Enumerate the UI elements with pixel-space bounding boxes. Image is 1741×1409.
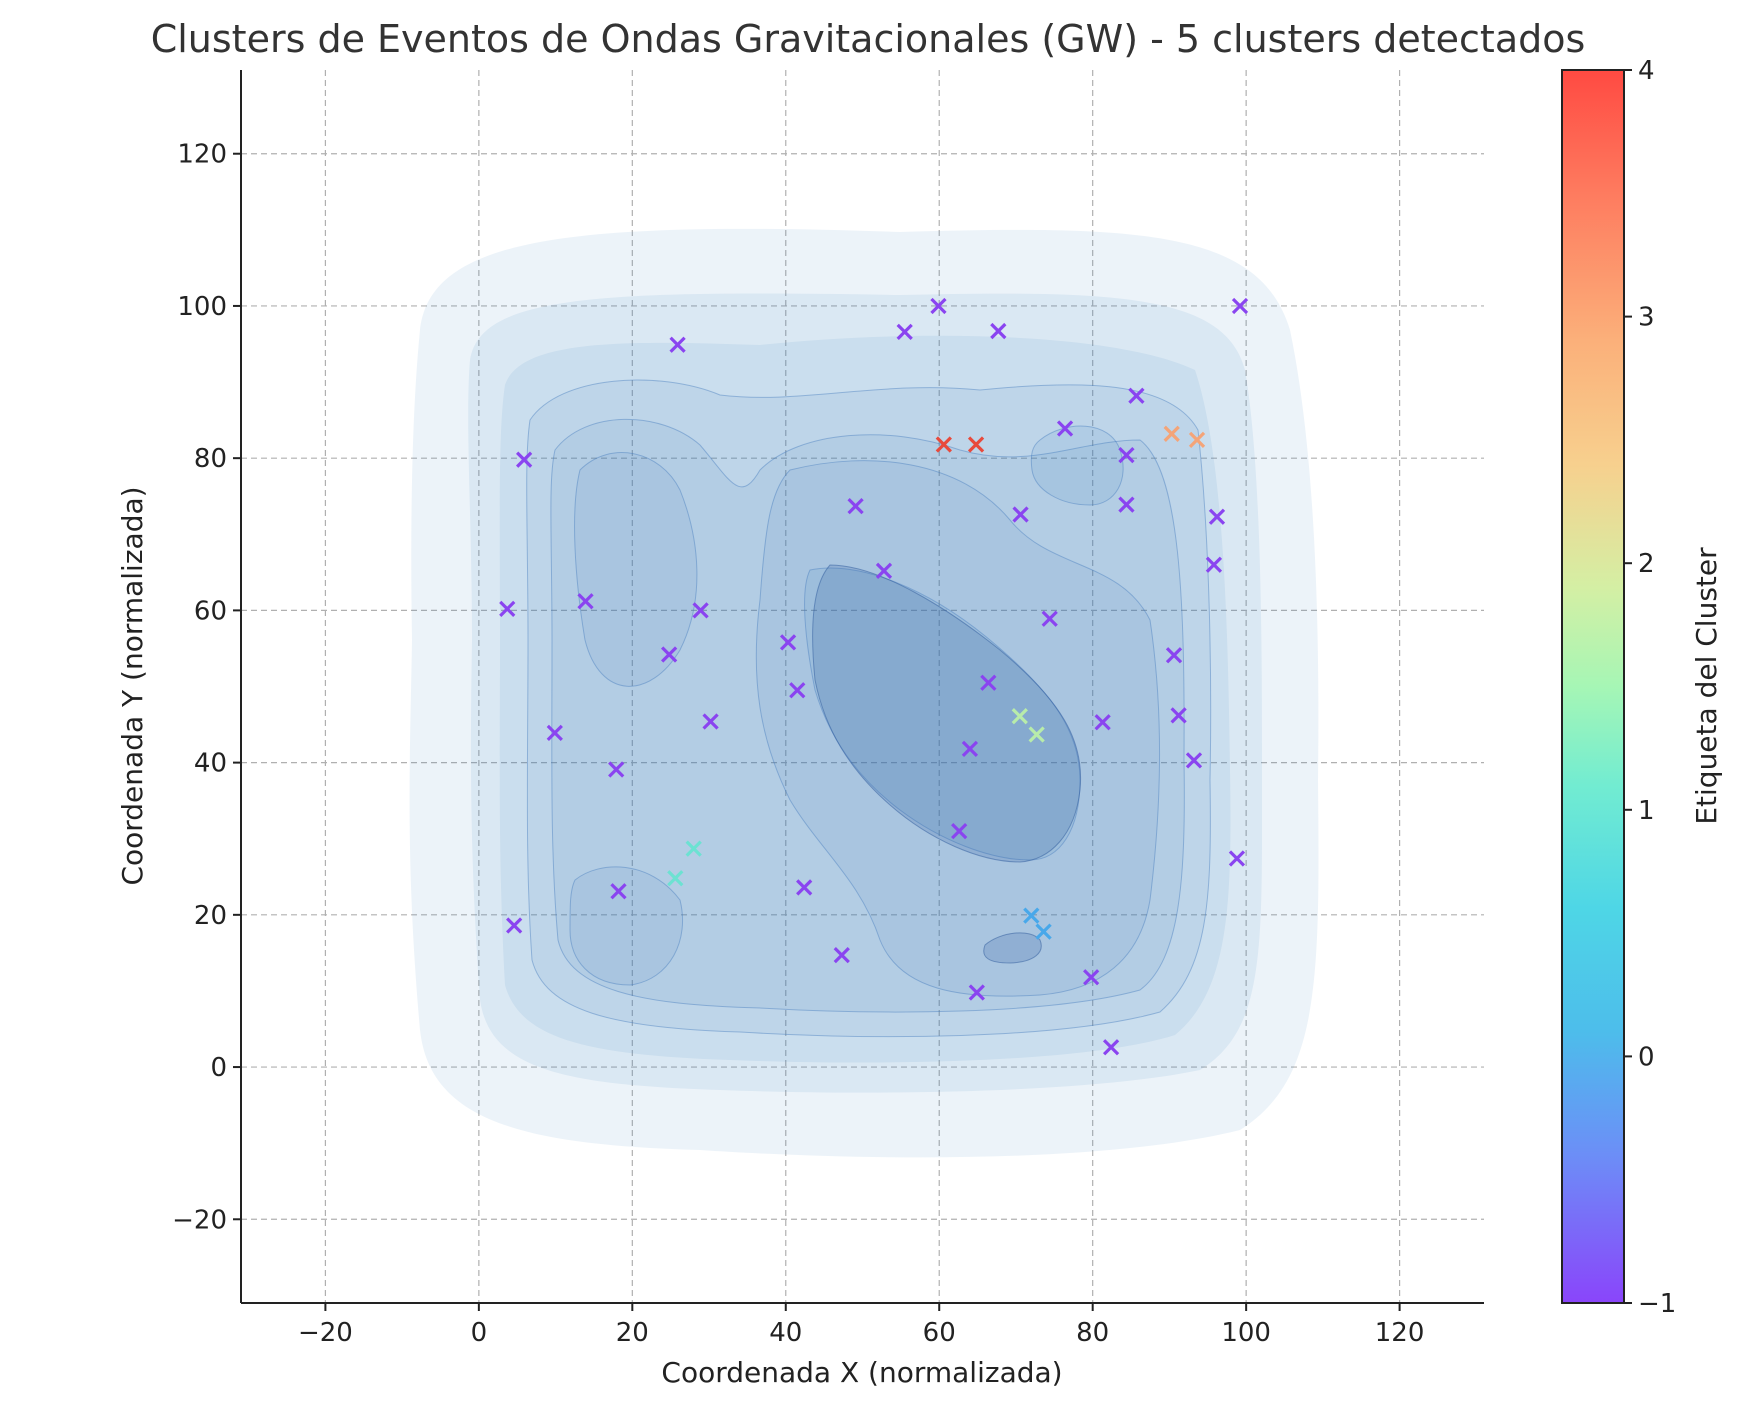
event-marker-cluster--1 [847, 497, 864, 515]
colorbar-tick-label: 1 [1638, 796, 1655, 826]
event-marker-cluster--1 [1041, 610, 1058, 627]
y-tick-label: 60 [194, 596, 227, 626]
event-marker-cluster--1 [1165, 647, 1183, 664]
event-marker-cluster-3 [1188, 431, 1206, 449]
density-contours [409, 228, 1319, 1158]
event-marker-cluster--1 [1056, 420, 1074, 437]
colorbar: −1 0 1 2 3 4 Etiqueta del Cluster [1561, 56, 1723, 1319]
event-marker-cluster--1 [692, 602, 709, 619]
event-marker-cluster--1 [1228, 850, 1246, 867]
density-level-6 [569, 452, 1160, 997]
event-marker-cluster--1 [796, 879, 813, 896]
event-marker-cluster--1 [1083, 969, 1100, 986]
x-tick-label: −20 [298, 1318, 353, 1348]
event-marker-cluster-0 [1035, 923, 1052, 940]
event-marker-cluster--1 [661, 646, 678, 663]
event-marker-cluster--1 [669, 336, 686, 353]
chart-title: Clusters de Eventos de Ondas Gravitacion… [151, 17, 1586, 61]
y-tick-label: 120 [177, 140, 227, 170]
event-marker-cluster--1 [896, 323, 913, 340]
colorbar-tick-label: 3 [1638, 303, 1655, 333]
x-tick-label: 80 [1076, 1318, 1109, 1348]
y-tick-label: −20 [172, 1205, 227, 1235]
grid-lines [241, 70, 1484, 1303]
x-axis-label: Coordenada X (normalizada) [661, 1356, 1062, 1389]
event-marker-cluster-4 [935, 436, 952, 453]
colorbar-ticks: −1 0 1 2 3 4 [1624, 56, 1676, 1319]
event-marker-cluster--1 [875, 562, 893, 579]
event-marker-cluster--1 [1208, 508, 1226, 525]
x-axis-ticks: −20 0 20 40 60 80 100 120 [298, 1303, 1424, 1348]
colorbar-tick-label: 0 [1638, 1042, 1655, 1072]
event-marker-cluster-2 [1011, 708, 1028, 725]
y-tick-label: 40 [194, 749, 227, 779]
event-marker-cluster--1 [610, 883, 627, 900]
event-marker-cluster--1 [1118, 446, 1135, 464]
event-markers [499, 297, 1249, 1056]
event-marker-cluster--1 [833, 947, 850, 964]
colorbar-tick-label: −1 [1638, 1289, 1676, 1319]
x-tick-label: 60 [923, 1318, 956, 1348]
event-marker-cluster--1 [515, 451, 533, 468]
x-tick-label: 40 [769, 1318, 802, 1348]
density-level-2 [468, 293, 1263, 1093]
colorbar-label: Etiqueta del Cluster [1690, 547, 1723, 825]
event-marker-cluster--1 [1012, 506, 1029, 523]
event-marker-cluster--1 [1094, 714, 1111, 731]
y-tick-label: 0 [210, 1053, 227, 1083]
event-marker-cluster--1 [1128, 387, 1145, 404]
y-tick-label: 100 [177, 292, 227, 322]
event-marker-cluster-1 [685, 840, 702, 857]
event-marker-cluster--1 [1205, 556, 1223, 573]
plot-axes [240, 70, 1484, 1304]
event-marker-cluster--1 [577, 593, 594, 610]
event-marker-cluster--1 [951, 822, 968, 840]
event-marker-cluster--1 [1102, 1039, 1120, 1056]
event-marker-cluster--1 [1118, 496, 1135, 513]
event-marker-cluster--1 [930, 297, 947, 315]
event-marker-cluster--1 [702, 713, 719, 730]
density-level-1 [409, 228, 1319, 1158]
y-tick-label: 80 [194, 444, 227, 474]
event-marker-cluster--1 [1185, 752, 1203, 769]
density-level-5 [550, 418, 1185, 1013]
density-peak [812, 564, 1082, 863]
event-marker-cluster-2 [1028, 726, 1045, 743]
x-tick-label: 0 [471, 1318, 488, 1348]
y-axis-label: Coordenada Y (normalizada) [116, 486, 149, 885]
event-marker-cluster--1 [961, 740, 979, 758]
x-tick-label: 120 [1375, 1318, 1425, 1348]
colorbar-tick-label: 4 [1638, 56, 1655, 86]
event-marker-cluster-4 [967, 436, 985, 453]
event-marker-cluster--1 [546, 724, 563, 742]
y-tick-label: 20 [194, 901, 227, 931]
event-marker-cluster--1 [608, 761, 625, 778]
event-marker-cluster--1 [499, 600, 516, 617]
event-marker-cluster--1 [1170, 707, 1187, 724]
event-marker-cluster--1 [968, 984, 985, 1001]
colorbar-gradient [1561, 69, 1625, 1304]
density-level-3 [499, 335, 1231, 1063]
density-peak-small [983, 932, 1042, 964]
event-marker-cluster--1 [789, 682, 806, 699]
event-marker-cluster--1 [980, 674, 997, 691]
x-tick-label: 20 [616, 1318, 649, 1348]
density-level-4 [526, 379, 1212, 1038]
colorbar-tick-label: 2 [1638, 549, 1655, 579]
event-marker-cluster-1 [667, 870, 684, 887]
event-marker-cluster--1 [1231, 297, 1249, 315]
event-marker-cluster--1 [779, 634, 797, 651]
event-marker-cluster--1 [990, 322, 1007, 340]
event-marker-cluster-3 [1163, 425, 1180, 442]
x-tick-label: 100 [1221, 1318, 1271, 1348]
event-marker-cluster--1 [506, 917, 523, 934]
event-marker-cluster-0 [1023, 907, 1040, 924]
y-axis-ticks: −20 0 20 40 60 80 100 120 [172, 140, 241, 1235]
